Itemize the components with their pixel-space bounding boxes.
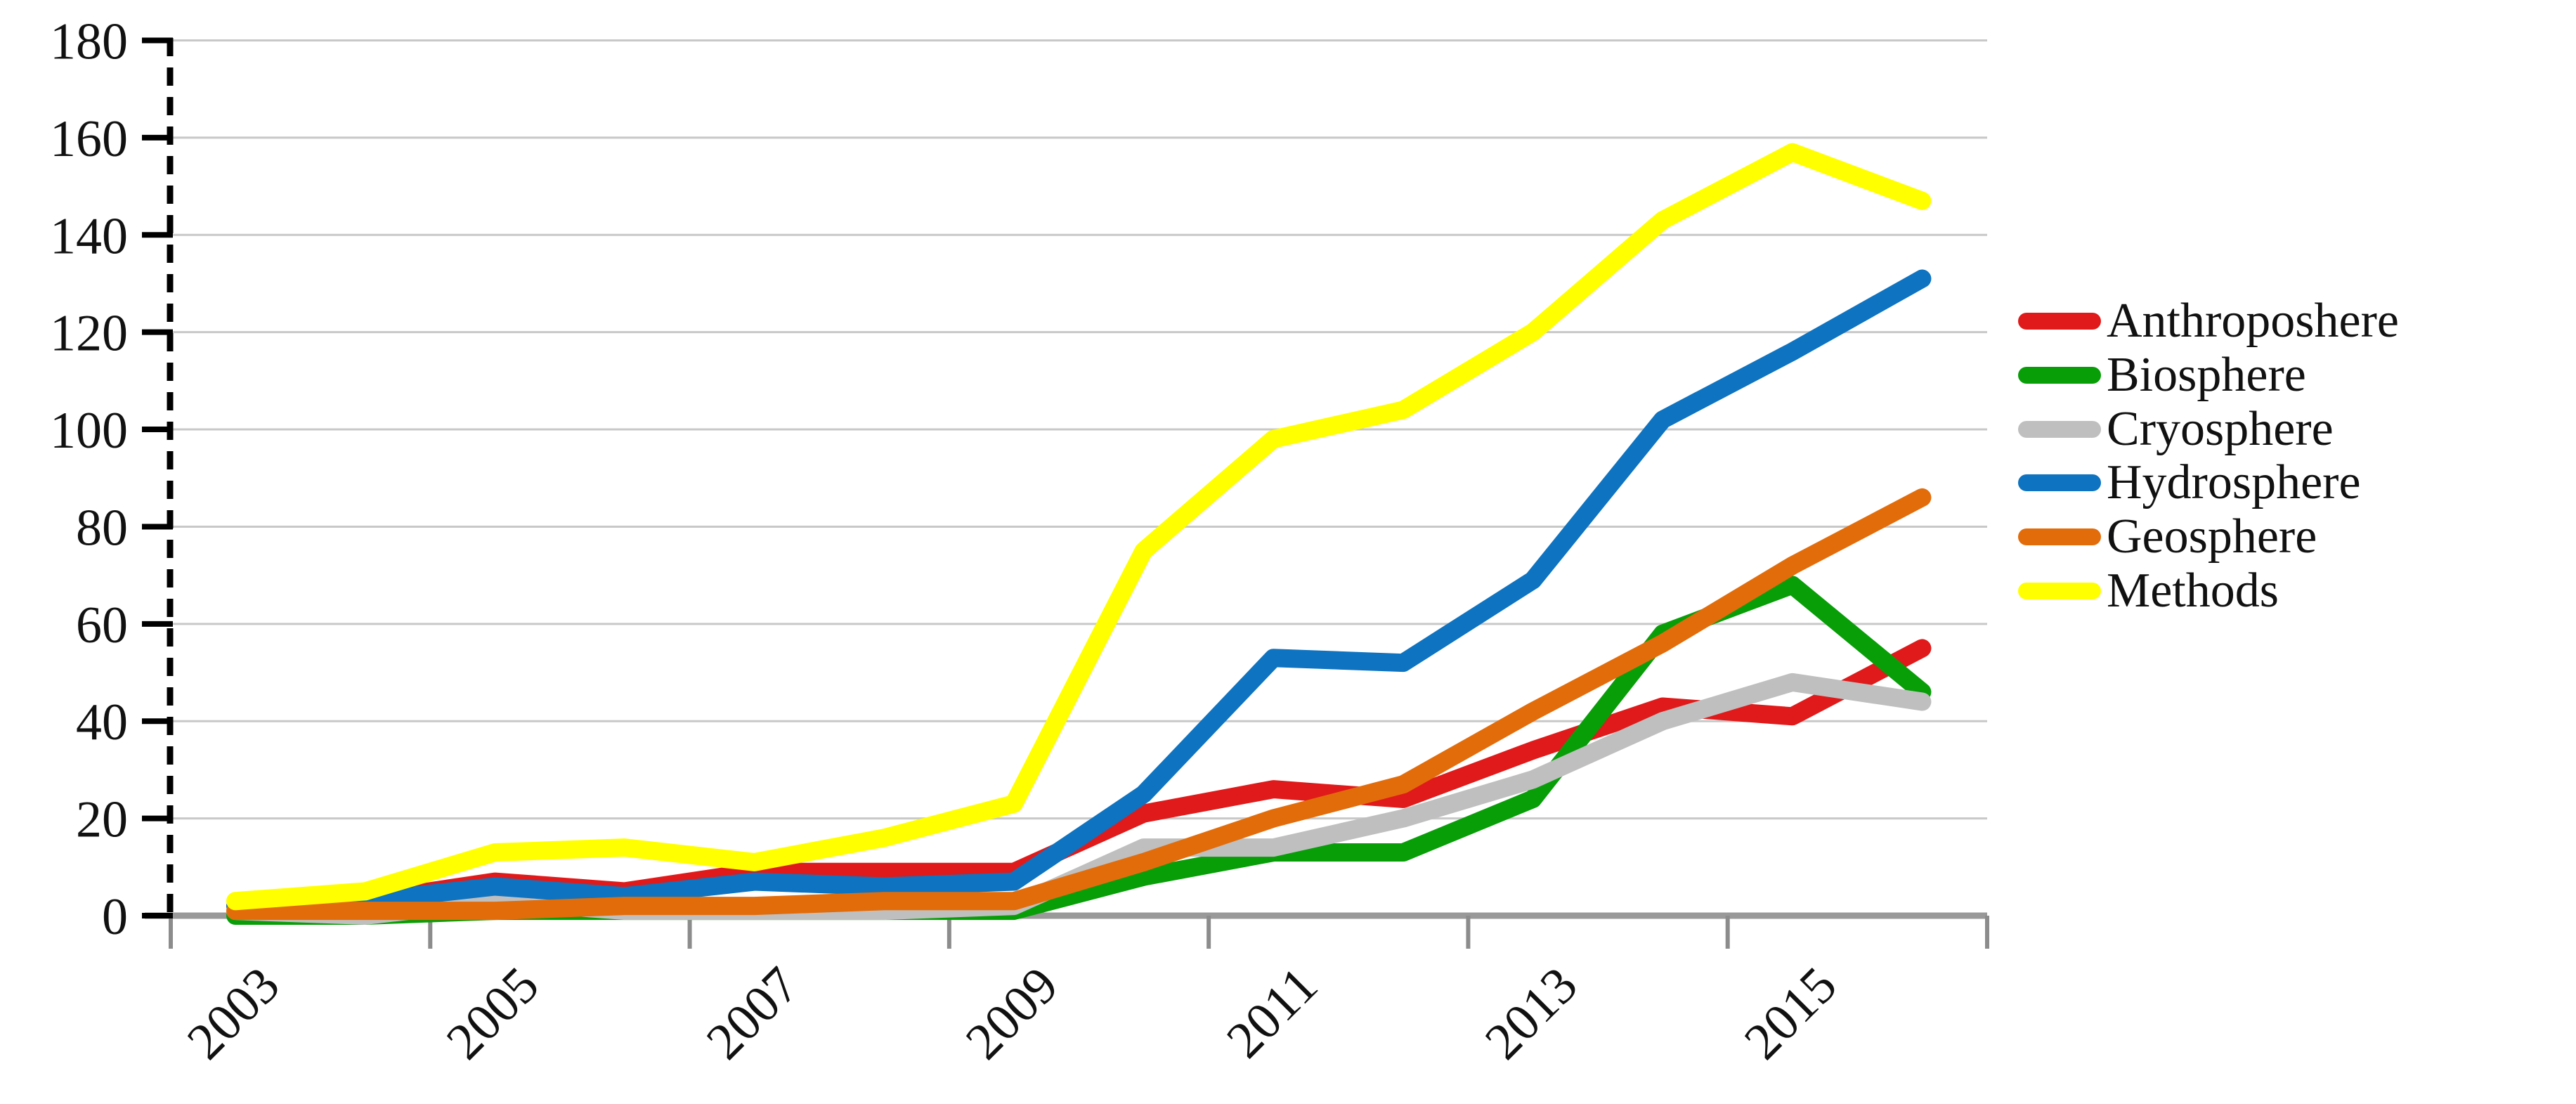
y-axis-tick-label: 80 — [76, 499, 128, 557]
legend-swatch-hydrosphere — [2018, 474, 2101, 492]
legend-item-methods: Methods — [2018, 561, 2279, 621]
legend-label: Geosphere — [2107, 509, 2317, 564]
legend-item-biosphere: Biosphere — [2018, 346, 2306, 405]
legend-swatch-anthroposhere — [2018, 313, 2101, 330]
legend-item-cryosphere: Cryosphere — [2018, 400, 2334, 459]
y-axis-tick-label: 40 — [76, 694, 128, 751]
y-axis-tick-label: 180 — [50, 13, 128, 70]
y-axis-tick-label: 0 — [102, 888, 128, 946]
y-axis-tick-label: 100 — [50, 402, 128, 460]
legend-label: Cryosphere — [2107, 401, 2334, 456]
legend-swatch-biosphere — [2018, 366, 2101, 384]
legend-swatch-cryosphere — [2018, 420, 2101, 438]
legend-label: Biosphere — [2107, 347, 2306, 402]
y-axis-tick-label: 60 — [76, 597, 128, 654]
series-line-geosphere — [226, 488, 1932, 921]
y-axis-tick-label: 120 — [50, 305, 128, 363]
series-line-hydrosphere — [226, 269, 1932, 916]
series-line-methods — [226, 143, 1932, 911]
legend-swatch-methods — [2018, 583, 2101, 599]
legend-item-anthroposhere: Anthroposhere — [2018, 292, 2399, 351]
legend-item-geosphere: Geosphere — [2018, 507, 2317, 566]
legend-label: Anthroposhere — [2107, 294, 2400, 348]
y-axis-tick-label: 140 — [50, 207, 128, 265]
legend-label: Hydrosphere — [2107, 455, 2361, 510]
legend-label: Methods — [2107, 564, 2279, 618]
legend-item-hydrosphere: Hydrosphere — [2018, 453, 2361, 512]
y-axis-tick-label: 160 — [50, 110, 128, 168]
legend-swatch-geosphere — [2018, 528, 2101, 546]
y-axis-tick-label: 20 — [76, 791, 128, 849]
